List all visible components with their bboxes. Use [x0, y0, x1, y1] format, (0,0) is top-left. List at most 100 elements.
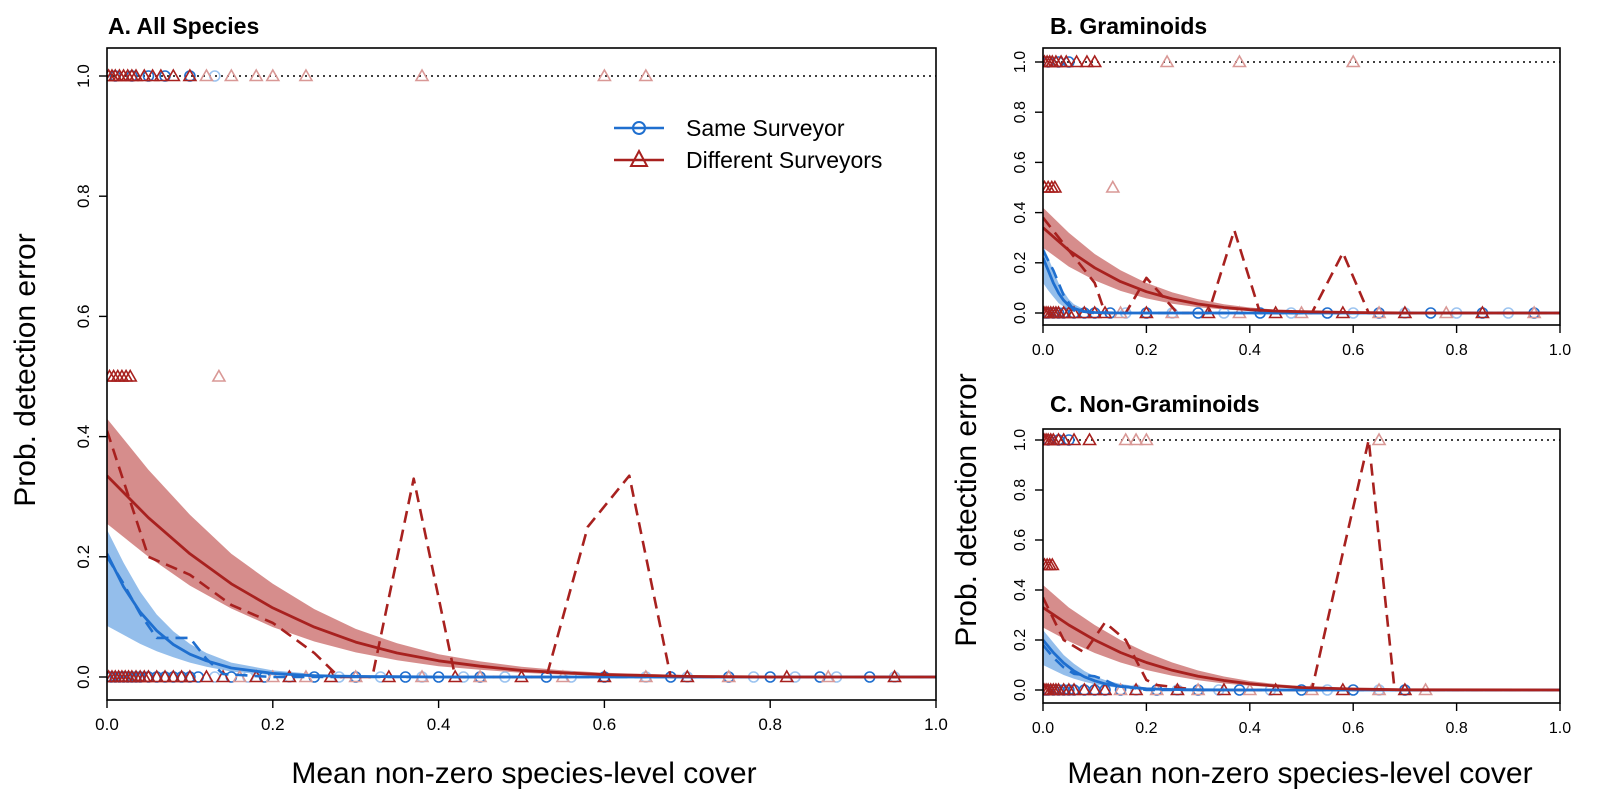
panel-c-x-tick-label: 0.8 — [1445, 720, 1467, 737]
panel-c-y-tick-label: 0.4 — [1012, 579, 1029, 601]
panel-c-x-tick-label: 0.4 — [1239, 720, 1261, 737]
panel-c-different-point-zero — [1066, 682, 1082, 696]
panel-a-y-tick-label: 1.0 — [74, 64, 93, 88]
panel-c-different-point-zero — [1076, 682, 1092, 696]
panel-a-y-tick-label: 0.6 — [74, 305, 93, 329]
panel-b-y-tick-label: 0.0 — [1012, 302, 1029, 324]
panel-c-different-binned-line — [1043, 438, 1560, 692]
panel-c-x-tick-label: 0.0 — [1032, 720, 1054, 737]
panel-a-different-point-one — [638, 68, 654, 82]
panel-a-different-point-one — [298, 68, 314, 82]
panel-a-different-point-zero — [141, 669, 156, 683]
panel-a-different-point-one — [128, 68, 144, 82]
panel-a-x-tick-label: 0.0 — [95, 715, 119, 734]
panel-b-x-tick-label: 0.6 — [1342, 342, 1364, 359]
legend-same-marker — [632, 121, 646, 135]
panel-b-different-point-one — [1087, 54, 1103, 68]
panel-a-different-point-one — [153, 68, 169, 82]
panel-c-different-fit-line — [1043, 606, 1560, 692]
panel-c-y-tick-label: 0.6 — [1012, 529, 1029, 551]
panel-a-different-binned-line — [107, 430, 936, 679]
panel-b-x-tick-label: 0.2 — [1135, 342, 1157, 359]
panel-c-different-point-one — [1139, 432, 1154, 446]
panel-b-different-ci-band — [1043, 207, 1560, 313]
panel-a-different-point-one — [223, 68, 239, 82]
panel-a-different-point-zero — [174, 669, 189, 683]
panel-b-content — [1043, 54, 1560, 319]
panel-b-different-fit-line — [1043, 226, 1560, 315]
left-y-axis-label: Prob. detection error — [9, 233, 42, 506]
panel-b-y-axis: 0.0 0.2 0.4 0.6 0.8 1.0 — [1012, 51, 1043, 324]
panel-a-different-point-one — [145, 68, 160, 82]
panel-c-y-tick-label: 0.2 — [1012, 629, 1029, 651]
panel-a-different-point-one — [165, 68, 181, 82]
panel-b-different-point-half — [1047, 179, 1063, 193]
panel-a-different-point-zero — [182, 669, 198, 683]
panel-c-same-fit-line — [1043, 639, 1560, 692]
panel-c-frame — [1042, 428, 1561, 704]
right-y-axis-label: Prob. detection error — [950, 373, 983, 646]
panel-a-y-tick-label: 0.0 — [74, 665, 93, 689]
panel-a-different-point-half — [211, 368, 227, 382]
panel-a-y-tick-label: 0.8 — [74, 184, 93, 208]
panel-b-same-fit-line — [1043, 257, 1560, 315]
panel-a-different-point-zero — [165, 669, 181, 683]
legend-different-label: Different Surveyors — [686, 147, 882, 173]
panel-b-different-point-one — [1232, 54, 1247, 68]
panel-c-title: C. Non-Graminoids — [1050, 391, 1260, 417]
panel-b-frame — [1042, 47, 1561, 326]
panel-c-different-point-one — [1128, 432, 1144, 446]
panel-a-x-tick-label: 0.2 — [261, 715, 285, 734]
panel-c-different-point-one — [1082, 432, 1097, 446]
panel-b-y-tick-label: 0.4 — [1012, 201, 1029, 223]
panel-a-same-ci-band — [107, 529, 936, 677]
panel-a-different-point-one — [136, 68, 152, 82]
panel-a-y-tick-label: 0.2 — [74, 545, 93, 569]
panel-b-graminoids: B. Graminoids 0.0 0.2 0.4 0.6 0.8 1.00.00.20.… — [1012, 13, 1571, 359]
panel-b-x-tick-label: 0.8 — [1445, 342, 1467, 359]
legend-same-label: Same Surveyor — [686, 115, 845, 141]
legend-different-marker — [629, 148, 649, 167]
left-x-axis-label: Mean non-zero species-level cover — [291, 757, 756, 790]
panel-a-different-ci-band — [107, 418, 936, 677]
panel-a-x-tick-label: 0.8 — [758, 715, 782, 734]
panel-a-different-point-zero — [215, 669, 231, 683]
panel-a-different-fit-line — [107, 474, 936, 679]
panel-b-different-point-half — [1105, 179, 1121, 193]
panel-a-different-point-one — [597, 68, 612, 82]
panel-c-content — [1043, 432, 1560, 696]
panel-a-x-axis: 0.0 0.2 0.4 0.6 0.8 1.0 — [95, 700, 948, 734]
panel-c-x-tick-label: 1.0 — [1549, 720, 1571, 737]
panel-c-non-graminoids: C. Non-Graminoids 0.0 0.2 0.4 0.6 0.8 1.00.00… — [1012, 391, 1571, 737]
panel-c-different-point-one — [1066, 432, 1082, 446]
panel-a-different-point-one — [182, 68, 198, 82]
panel-c-different-point-zero — [1087, 682, 1103, 696]
panel-c-y-axis: 0.0 0.2 0.4 0.6 0.8 1.0 — [1012, 429, 1043, 701]
panel-b-different-point-one — [1069, 54, 1084, 68]
panel-c-y-tick-label: 1.0 — [1012, 429, 1029, 451]
panel-a-different-point-zero — [157, 669, 173, 683]
panel-a-different-point-zero — [282, 669, 297, 683]
panel-b-different-point-one — [1058, 54, 1074, 68]
panel-a-different-point-one — [199, 68, 214, 82]
panel-c-different-point-one — [1118, 432, 1134, 446]
panel-b-x-tick-label: 0.0 — [1032, 342, 1054, 359]
panel-c-x-tick-label: 0.6 — [1342, 720, 1364, 737]
panel-a-different-point-one — [248, 68, 264, 82]
panel-c-different-point-zero — [1113, 682, 1128, 696]
panel-c-different-point-one — [1371, 432, 1387, 446]
panel-a-content — [107, 68, 936, 683]
panel-a-different-point-one — [265, 68, 281, 82]
panel-a-x-tick-label: 1.0 — [924, 715, 948, 734]
panel-a-x-tick-label: 0.4 — [427, 715, 451, 734]
panel-b-same-binned-line — [1043, 249, 1560, 315]
panel-a-different-point-zero — [199, 669, 214, 683]
panel-a-different-point-half — [122, 368, 138, 382]
panel-b-different-binned-line — [1043, 216, 1560, 315]
legend: Same Surveyor Different Surveyors — [614, 115, 882, 173]
panel-b-y-tick-label: 0.6 — [1012, 151, 1029, 173]
panel-b-y-tick-label: 1.0 — [1012, 51, 1029, 73]
panel-a-different-point-zero — [149, 669, 165, 683]
panel-a-title: A. All Species — [108, 13, 259, 39]
